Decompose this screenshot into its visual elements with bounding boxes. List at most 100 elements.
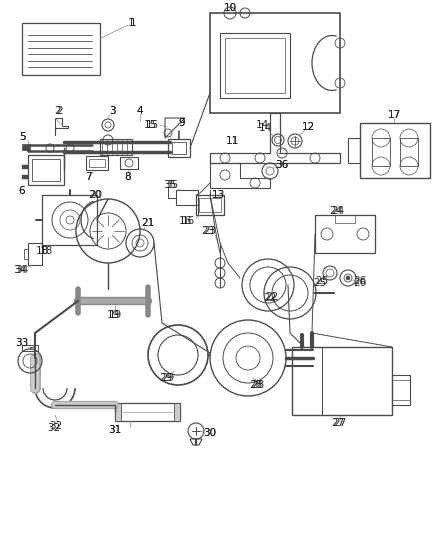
Bar (392, 380, 410, 400)
Text: 1: 1 (128, 18, 134, 28)
Bar (120, 157, 138, 169)
Text: 13: 13 (212, 190, 225, 200)
Text: 12: 12 (301, 122, 314, 132)
Text: 15: 15 (143, 120, 157, 130)
Bar (168, 139, 190, 157)
Bar (100, 139, 132, 155)
Bar (115, 403, 180, 421)
Bar (392, 375, 410, 405)
Text: 22: 22 (265, 292, 279, 302)
Text: 35: 35 (166, 180, 179, 190)
Bar (174, 403, 180, 421)
Text: 12: 12 (301, 122, 314, 132)
Bar (86, 156, 108, 170)
Bar (32, 159, 60, 181)
Text: 33: 33 (15, 338, 28, 348)
Text: 33: 33 (15, 338, 28, 348)
Bar (22, 345, 38, 351)
Text: 28: 28 (249, 380, 263, 390)
Text: 2: 2 (55, 106, 61, 116)
Bar (199, 198, 221, 212)
Text: 4: 4 (137, 106, 143, 116)
Text: 18: 18 (39, 246, 53, 256)
Text: 25: 25 (315, 276, 328, 286)
Text: 6: 6 (19, 186, 25, 196)
Bar (28, 243, 42, 265)
Text: 21: 21 (141, 218, 155, 228)
Text: 23: 23 (201, 226, 215, 236)
Text: 24: 24 (332, 206, 345, 216)
Text: 31: 31 (108, 425, 122, 435)
Text: 1: 1 (130, 18, 136, 28)
Text: 36: 36 (276, 160, 289, 170)
Text: 18: 18 (35, 246, 49, 256)
Text: 21: 21 (141, 218, 155, 228)
Bar (42, 195, 97, 245)
Text: 16: 16 (178, 216, 192, 226)
Text: 3: 3 (109, 106, 115, 116)
Text: 14: 14 (258, 123, 272, 133)
Text: 19: 19 (108, 310, 122, 320)
Text: 5: 5 (19, 132, 25, 142)
Text: 30: 30 (203, 428, 216, 438)
Text: 8: 8 (125, 172, 131, 182)
Text: 16: 16 (181, 216, 194, 226)
Bar (172, 142, 186, 154)
Text: 9: 9 (179, 118, 185, 128)
Text: 17: 17 (387, 110, 401, 120)
Text: 17: 17 (387, 110, 401, 120)
Text: 15: 15 (145, 120, 159, 130)
Bar (115, 403, 121, 421)
Text: 11: 11 (226, 136, 239, 146)
Text: 7: 7 (85, 172, 91, 182)
Bar (315, 215, 375, 253)
Bar (400, 138, 418, 166)
Text: 34: 34 (14, 265, 27, 275)
Text: 34: 34 (15, 265, 28, 275)
Text: 13: 13 (212, 190, 225, 200)
Text: 4: 4 (137, 106, 143, 116)
Text: 27: 27 (332, 418, 345, 428)
Bar (24, 249, 28, 259)
Text: 20: 20 (89, 190, 102, 200)
Bar (210, 13, 340, 113)
Circle shape (346, 276, 350, 280)
Text: 9: 9 (179, 118, 185, 128)
Text: 19: 19 (106, 310, 120, 320)
Text: 32: 32 (49, 421, 63, 431)
Bar (22, 144, 30, 150)
Text: 5: 5 (19, 132, 25, 142)
Text: 7: 7 (85, 172, 91, 182)
Text: 11: 11 (226, 136, 239, 146)
Bar (28, 155, 64, 185)
Text: 14: 14 (255, 120, 268, 130)
Text: 30: 30 (203, 428, 216, 438)
Text: 2: 2 (57, 106, 64, 116)
Text: 3: 3 (109, 106, 115, 116)
Bar (335, 215, 355, 223)
Text: 24: 24 (329, 206, 343, 216)
Text: 10: 10 (223, 3, 237, 13)
Text: 29: 29 (161, 373, 175, 383)
Bar (372, 138, 390, 166)
Text: 6: 6 (19, 186, 25, 196)
Text: 35: 35 (163, 180, 177, 190)
Text: 28: 28 (251, 380, 265, 390)
Text: 26: 26 (353, 278, 367, 288)
Text: 25: 25 (313, 278, 327, 288)
Text: 26: 26 (353, 276, 367, 286)
Bar (89, 159, 105, 167)
Text: 20: 20 (88, 190, 102, 200)
Text: 27: 27 (333, 418, 346, 428)
Bar (196, 195, 224, 215)
Text: 29: 29 (159, 373, 173, 383)
Bar (292, 347, 392, 415)
Text: 8: 8 (125, 172, 131, 182)
Text: 10: 10 (223, 3, 237, 13)
Bar (360, 123, 430, 178)
Text: 36: 36 (276, 160, 289, 170)
Text: 31: 31 (108, 425, 122, 435)
Bar (22, 23, 100, 75)
Bar (176, 190, 198, 205)
Bar (22, 175, 28, 179)
